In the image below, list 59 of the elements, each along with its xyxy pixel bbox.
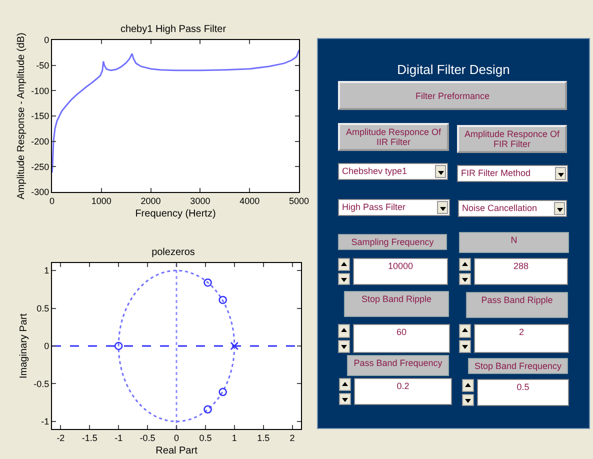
point (204, 278, 212, 287)
y-tick-label: 1 (44, 266, 50, 276)
y-tick-label: 0.5 (36, 303, 50, 314)
line-series (52, 49, 299, 174)
x-axis-title: Frequency (Hertz) (135, 208, 216, 220)
x-tick-label: 1 (232, 432, 237, 443)
y-tick-label: -0.5 (34, 378, 50, 389)
text: N (510, 235, 518, 245)
x-tick-label: -1 (114, 432, 123, 443)
text: Stop Band Ripple (361, 294, 432, 304)
text: 10000 (353, 258, 448, 285)
text: Amplitude Responce Of IIR Filter (344, 127, 442, 147)
y-tick-label: -250 (31, 162, 50, 172)
point (230, 342, 239, 350)
y-tick-label: -1 (41, 416, 50, 427)
x-tick-label: 4000 (240, 196, 260, 206)
x-tick-label: 0.5 (199, 432, 212, 443)
y-tick-label: -50 (36, 60, 50, 70)
x-tick-label: 1000 (91, 196, 112, 206)
text: Amplitude Responce Of FIR Filter (463, 129, 561, 149)
y-tick-label: 0 (44, 35, 50, 46)
y-axis-title: Amplitude Response - Amplitude (dB) (16, 32, 28, 200)
text: Digital Filter Design (396, 62, 511, 77)
point (218, 296, 227, 304)
x-tick-label: 0 (174, 432, 180, 443)
x-tick-label: 2 (290, 432, 295, 443)
text: Pass Band Frequency (354, 358, 442, 368)
x-tick-label: -2 (56, 432, 65, 443)
text: Sampling Frequency (351, 237, 434, 247)
x-axis-title: Real Part (156, 445, 198, 456)
y-tick-label: -100 (31, 86, 50, 96)
point (218, 388, 227, 396)
text: FIR Filter Method (461, 168, 531, 178)
text: Stop Band Frequency (474, 361, 562, 371)
text: Noise Cancellation (462, 203, 538, 213)
x-tick-label: 1.5 (257, 432, 270, 443)
text: 288 (474, 258, 568, 285)
text: Pass Band Ripple (481, 295, 553, 305)
text: 0.5 (477, 379, 569, 406)
text: Filter Preformance (415, 90, 490, 100)
x-tick-label: -0.5 (140, 432, 156, 443)
x-tick-label: 5000 (288, 196, 310, 206)
y-tick-label: 0 (44, 341, 50, 352)
y-axis-title: Imaginary Part (18, 313, 30, 379)
y-tick-label: -200 (31, 136, 50, 146)
x-tick-label: -1.5 (82, 432, 98, 443)
text: High Pass Filter (342, 202, 406, 212)
point (114, 342, 123, 350)
y-tick-label: -150 (31, 111, 50, 122)
y-tick-label: -300 (31, 187, 50, 198)
text: 2 (474, 324, 569, 353)
x-tick-label: 3000 (190, 196, 210, 206)
text: 60 (353, 324, 450, 353)
chart-title: cheby1 High Pass Filter (120, 24, 227, 35)
text: 0.2 (354, 378, 452, 405)
point (204, 405, 212, 414)
text: Chebshev type1 (342, 166, 408, 176)
x-tick-label: 2000 (140, 196, 161, 206)
chart-title: polezeros (152, 247, 195, 258)
